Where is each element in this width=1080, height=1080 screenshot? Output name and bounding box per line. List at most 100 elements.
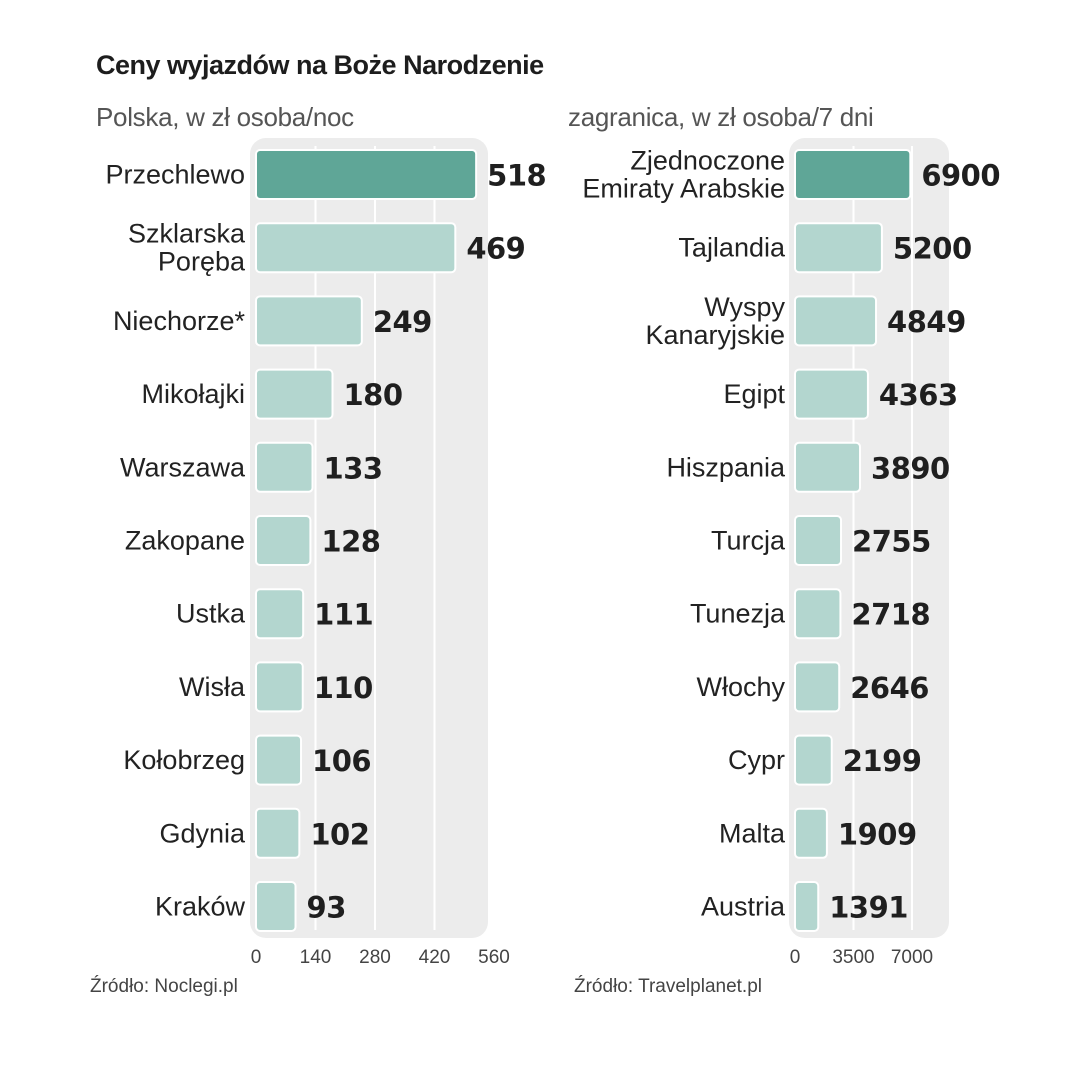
left-bar [255,588,305,640]
left-category-label: Gdynia [159,818,246,848]
right-bar [794,515,843,566]
left-category-label: Przechlewo [105,160,245,190]
left-category-label-line: Warszawa [120,452,246,482]
left-bar [255,881,297,932]
right-value-label: 3890 [871,451,950,485]
right-value-label: 6900 [921,159,1000,193]
left-bar [255,807,301,859]
right-value-label: 1909 [838,817,917,851]
left-category-label: Zakopane [125,526,245,556]
right-category-label: Hiszpania [666,452,786,482]
right-chart-source: Źródło: Travelplanet.pl [574,976,762,997]
right-category-label: Tajlandia [678,233,786,263]
right-value-label: 2199 [843,744,922,778]
right-tick-label: 7000 [891,947,933,968]
left-chart-subtitle: Polska, w zł osoba/noc [96,102,354,132]
chart-title: Ceny wyjazdów na Boże Narodzenie [96,50,544,80]
right-bar [794,881,820,932]
right-bar [794,222,883,274]
right-category-label-line: Emiraty Arabskie [582,174,785,204]
left-value-label: 106 [312,744,371,778]
right-bar [794,295,878,347]
right-bar [794,661,841,713]
left-bar [255,441,314,493]
right-value-label: 2646 [850,671,929,705]
left-category-label-line: Przechlewo [105,160,245,190]
left-category-label-line: Szklarska [128,219,246,249]
left-value-label: 180 [344,378,403,412]
left-value-label: 469 [466,232,525,266]
right-category-label: Egipt [723,379,785,409]
right-value-label: 2755 [852,525,931,559]
left-bar [255,295,363,347]
left-bar [255,661,304,713]
right-value-label: 1391 [829,891,908,925]
right-category-label-line: Hiszpania [666,452,786,482]
left-tick-label: 560 [478,947,510,968]
left-bar [255,734,303,786]
right-category-label-line: Tunezja [690,599,786,629]
right-value-label: 4363 [879,378,958,412]
right-bar [794,807,828,859]
left-value-label: 133 [324,451,383,485]
left-category-label: Kołobrzeg [123,745,245,775]
right-bar [794,149,912,200]
left-value-label: 128 [321,525,380,559]
right-value-label: 4849 [887,305,966,339]
left-category-label-line: Wisła [179,672,246,702]
right-category-label: Zjednoczone Emiraty Arabskie [582,146,785,204]
right-category-label-line: Malta [719,818,786,848]
left-category-label-line: Kraków [155,892,246,922]
left-value-label: 518 [487,159,546,193]
left-value-label: 102 [310,817,369,851]
right-category-label: Tunezja [690,599,786,629]
left-chart-source: Źródło: Noclegi.pl [90,976,238,997]
right-category-label-line: Egipt [723,379,785,409]
right-bar [794,588,842,640]
right-value-label: 2718 [851,598,930,632]
left-value-label: 93 [307,891,346,925]
left-category-label: Szklarska Poręba [128,219,246,277]
right-category-label: Malta [719,818,786,848]
right-category-label: Wyspy Kanaryjskie [645,292,785,350]
right-value-label: 5200 [893,232,972,266]
right-category-label-line: Turcja [711,526,786,556]
left-bar [255,222,457,274]
left-category-label: Kraków [155,892,246,922]
left-category-label-line: Ustka [176,599,246,629]
right-category-label-line: Zjednoczone [630,146,785,176]
right-bar [794,368,869,420]
left-bar [255,515,312,566]
right-bar [794,441,862,493]
left-category-label-line: Poręba [158,247,246,277]
right-chart-subtitle: zagranica, w zł osoba/7 dni [568,102,874,132]
left-category-label-line: Mikołajki [141,379,245,409]
right-category-label: Cypr [728,745,785,775]
left-tick-label: 140 [300,947,332,968]
right-category-label-line: Austria [701,892,786,922]
left-tick-label: 0 [251,947,262,968]
left-category-label-line: Zakopane [125,526,245,556]
left-category-label: Mikołajki [141,379,245,409]
right-category-label-line: Kanaryjskie [645,320,785,350]
left-category-label-line: Gdynia [159,818,246,848]
left-value-label: 111 [314,598,373,632]
right-category-label-line: Tajlandia [678,233,786,263]
right-tick-label: 0 [790,947,801,968]
right-category-label: Austria [701,892,786,922]
right-tick-label: 3500 [832,947,874,968]
right-category-label-line: Wyspy [704,292,785,322]
left-tick-label: 420 [419,947,451,968]
left-category-label-line: Niechorze* [113,306,246,336]
left-category-label-line: Kołobrzeg [123,745,245,775]
right-category-label-line: Włochy [696,672,785,702]
left-category-label: Wisła [179,672,246,702]
left-bar [255,149,478,200]
right-category-label: Włochy [696,672,785,702]
right-category-label: Turcja [711,526,786,556]
right-bar [794,734,833,786]
left-value-label: 249 [373,305,432,339]
left-tick-label: 280 [359,947,391,968]
left-bar [255,368,334,420]
